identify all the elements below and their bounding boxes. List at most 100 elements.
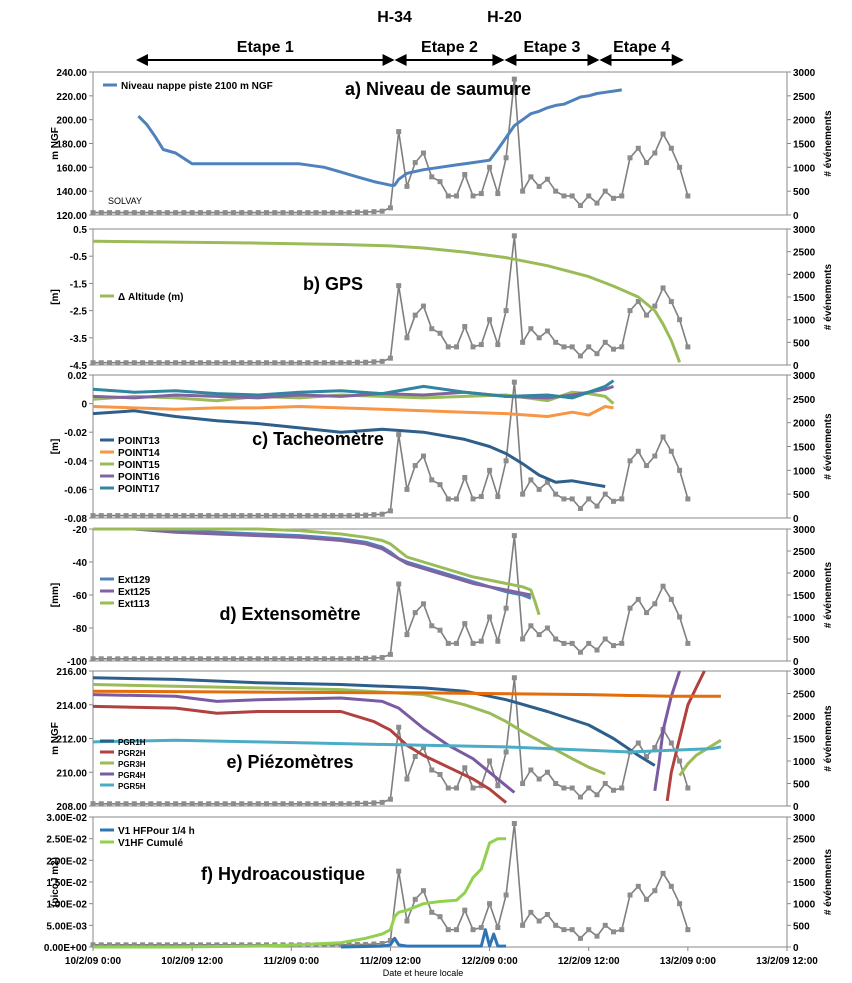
events-point — [396, 283, 402, 289]
events-point — [503, 749, 509, 755]
events-point — [148, 210, 154, 216]
events-point — [230, 801, 236, 807]
events-point — [387, 355, 393, 361]
events-point — [677, 758, 683, 764]
events-point — [462, 621, 468, 627]
events-point — [173, 513, 179, 519]
events-point — [503, 458, 509, 464]
events-point — [611, 346, 616, 352]
events-point — [247, 801, 253, 807]
events-point — [363, 209, 369, 215]
events-point — [330, 656, 336, 662]
x-axis-label: Date et heure locale — [383, 968, 464, 978]
events-point — [338, 360, 344, 366]
events-point — [107, 360, 113, 366]
y-tick-label: 0 — [81, 400, 87, 411]
events-point — [445, 785, 451, 791]
y-tick-label: -0.5 — [70, 252, 88, 263]
y2-tick-label: 3000 — [793, 525, 816, 536]
events-point — [503, 892, 509, 898]
events-point — [181, 360, 187, 366]
stage-arrow-1 — [135, 54, 395, 66]
y2-tick-label: 0 — [793, 802, 799, 813]
y2-tick-label: 0 — [793, 943, 799, 954]
events-point — [536, 183, 542, 189]
events-point — [420, 303, 426, 309]
events-point — [363, 512, 369, 518]
events-point — [222, 513, 228, 519]
legend-label: POINT16 — [118, 472, 160, 483]
y-axis-label: m NGF — [50, 127, 61, 160]
events-point — [189, 360, 195, 366]
events-point — [90, 942, 96, 948]
y2-axis-label: # événements — [823, 110, 834, 177]
events-point — [206, 801, 212, 807]
events-point — [569, 785, 575, 791]
y2-tick-label: 3000 — [793, 667, 816, 678]
events-point — [280, 513, 286, 519]
y2-tick-label: 2000 — [793, 856, 816, 867]
events-point — [305, 210, 311, 216]
events-point — [553, 491, 559, 497]
events-point — [619, 496, 625, 502]
events-point — [627, 458, 633, 464]
events-point — [569, 927, 575, 933]
events-point — [379, 511, 385, 517]
events-point — [272, 801, 278, 807]
events-point — [230, 210, 236, 216]
events-point — [619, 344, 625, 350]
events-point — [379, 654, 385, 660]
events-point — [131, 210, 137, 216]
events-point — [420, 601, 426, 607]
events-point — [354, 941, 360, 947]
events-point — [264, 210, 269, 216]
events-point — [222, 360, 228, 366]
events-point — [214, 656, 220, 662]
legend-label: PGR2H — [118, 749, 146, 758]
events-point — [569, 344, 575, 350]
events-point — [437, 772, 443, 777]
legend-label: Ext125 — [118, 587, 151, 598]
events-point — [189, 513, 195, 519]
events-point — [619, 785, 625, 791]
events-point — [396, 724, 402, 730]
events-point — [222, 656, 228, 662]
events-point — [98, 360, 104, 366]
events-point — [156, 942, 162, 948]
events-point — [321, 513, 327, 519]
events-point — [470, 496, 476, 502]
events-point — [470, 785, 476, 791]
events-point — [181, 513, 187, 519]
events-point — [445, 496, 451, 502]
events-point — [115, 513, 121, 519]
legend-label: POINT15 — [118, 460, 160, 471]
events-point — [140, 513, 146, 519]
y-tick-label: 0.5 — [73, 225, 87, 236]
events-point — [363, 359, 369, 365]
events-point — [387, 205, 393, 211]
events-point — [544, 625, 550, 631]
events-point — [379, 358, 385, 364]
y-tick-label: -0.06 — [64, 485, 87, 496]
y2-tick-label: 1000 — [793, 466, 816, 477]
events-point — [528, 767, 534, 773]
events-point — [586, 785, 592, 791]
events-point — [222, 210, 228, 216]
y-axis-label: m NGF — [50, 722, 61, 755]
events-point — [420, 453, 426, 459]
events-point — [181, 942, 187, 948]
events-point — [131, 801, 137, 807]
events-point — [115, 656, 121, 662]
x-tick-label: 12/2/09 0:00 — [461, 956, 518, 967]
events-point — [652, 453, 658, 459]
events-point — [685, 344, 691, 350]
events-point — [321, 801, 327, 807]
y-tick-label: -3.5 — [70, 334, 88, 345]
panel-d: -100 -80 -60 -40 -20 0 500 1000 1500 2000 2500 3000… — [50, 525, 834, 668]
legend-label: POINT14 — [118, 448, 160, 459]
events-point — [412, 312, 418, 318]
y2-tick-label: 1500 — [793, 878, 816, 889]
events-point — [255, 801, 261, 807]
events-point — [297, 210, 303, 216]
events-point — [412, 754, 418, 759]
